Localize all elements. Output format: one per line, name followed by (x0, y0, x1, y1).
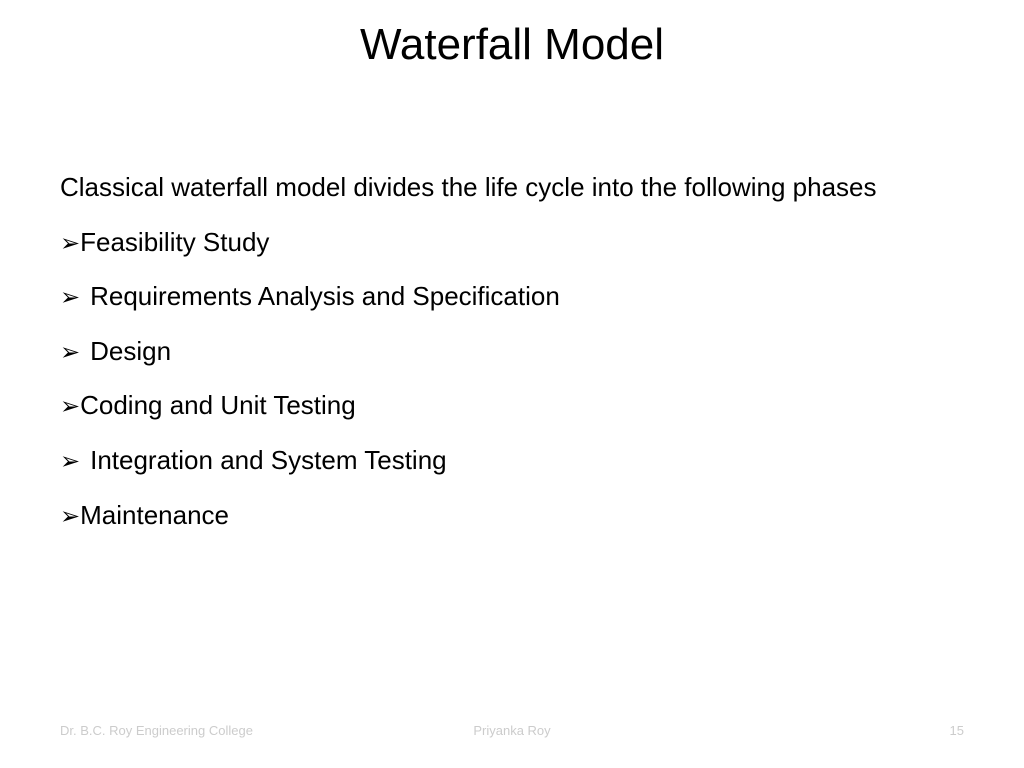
list-item-label: Coding and Unit Testing (80, 378, 356, 433)
footer-page-number: 15 (950, 723, 964, 738)
bullet-arrow-icon: ➢ (60, 273, 80, 323)
bullet-arrow-icon: ➢ (60, 219, 80, 269)
bullet-arrow-icon: ➢ (60, 328, 80, 378)
list-item: ➢ Integration and System Testing (60, 433, 964, 488)
list-item: ➢ Coding and Unit Testing (60, 378, 964, 433)
list-item-label: Feasibility Study (80, 215, 269, 270)
bullet-arrow-icon: ➢ (60, 382, 80, 432)
slide-footer: Dr. B.C. Roy Engineering College Priyank… (60, 723, 964, 738)
list-item: ➢ Maintenance (60, 488, 964, 543)
bullet-arrow-icon: ➢ (60, 492, 80, 542)
footer-college: Dr. B.C. Roy Engineering College (60, 723, 253, 738)
list-item-label: Maintenance (80, 488, 229, 543)
slide-title: Waterfall Model (60, 20, 964, 70)
list-item-label: Requirements Analysis and Specification (90, 269, 560, 324)
bullet-arrow-icon: ➢ (60, 437, 80, 487)
list-item: ➢ Requirements Analysis and Specificatio… (60, 269, 964, 324)
list-item: ➢ Feasibility Study (60, 215, 964, 270)
footer-author: Priyanka Roy (473, 723, 550, 738)
list-item-label: Integration and System Testing (90, 433, 447, 488)
list-item: ➢ Design (60, 324, 964, 379)
phases-list: ➢ Feasibility Study ➢ Requirements Analy… (60, 215, 964, 543)
slide-container: Waterfall Model Classical waterfall mode… (0, 0, 1024, 768)
intro-paragraph: Classical waterfall model divides the li… (60, 160, 964, 215)
list-item-label: Design (90, 324, 171, 379)
slide-content: Classical waterfall model divides the li… (60, 160, 964, 542)
